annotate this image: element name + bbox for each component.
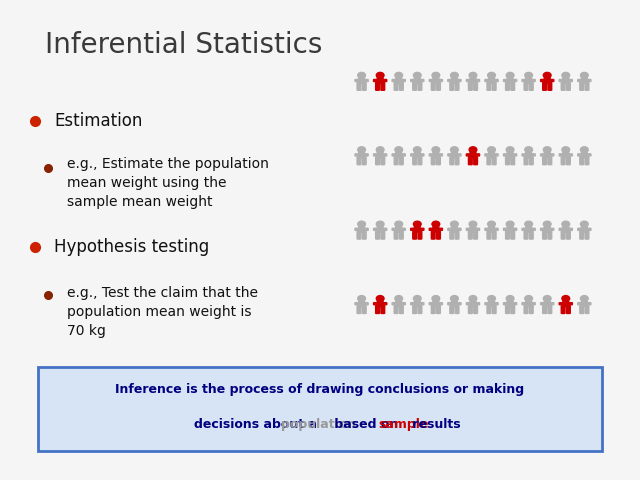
FancyBboxPatch shape: [563, 226, 569, 232]
FancyBboxPatch shape: [525, 152, 532, 158]
FancyBboxPatch shape: [585, 157, 589, 165]
FancyBboxPatch shape: [580, 306, 584, 313]
FancyBboxPatch shape: [414, 77, 420, 84]
FancyBboxPatch shape: [511, 157, 515, 165]
FancyBboxPatch shape: [561, 83, 565, 90]
FancyBboxPatch shape: [561, 306, 565, 313]
Circle shape: [469, 147, 477, 153]
FancyBboxPatch shape: [381, 157, 385, 165]
FancyBboxPatch shape: [362, 157, 366, 165]
Circle shape: [432, 72, 440, 78]
Circle shape: [395, 296, 403, 301]
Circle shape: [543, 221, 551, 227]
Circle shape: [451, 296, 458, 301]
FancyBboxPatch shape: [448, 80, 461, 82]
FancyBboxPatch shape: [563, 300, 569, 307]
FancyBboxPatch shape: [413, 157, 417, 165]
FancyBboxPatch shape: [355, 303, 368, 305]
FancyBboxPatch shape: [492, 83, 496, 90]
FancyBboxPatch shape: [396, 226, 402, 232]
Circle shape: [506, 72, 514, 78]
Circle shape: [525, 147, 532, 153]
FancyBboxPatch shape: [470, 300, 476, 307]
FancyBboxPatch shape: [566, 83, 570, 90]
FancyBboxPatch shape: [381, 231, 385, 239]
FancyBboxPatch shape: [524, 231, 528, 239]
FancyBboxPatch shape: [450, 231, 454, 239]
FancyBboxPatch shape: [585, 83, 589, 90]
FancyBboxPatch shape: [396, 300, 402, 307]
FancyBboxPatch shape: [566, 231, 570, 239]
FancyBboxPatch shape: [548, 306, 552, 313]
Circle shape: [543, 147, 551, 153]
FancyBboxPatch shape: [507, 226, 513, 232]
Circle shape: [562, 147, 570, 153]
FancyBboxPatch shape: [470, 226, 476, 232]
FancyBboxPatch shape: [544, 77, 550, 84]
FancyBboxPatch shape: [451, 300, 458, 307]
FancyBboxPatch shape: [524, 83, 528, 90]
Circle shape: [525, 296, 532, 301]
FancyBboxPatch shape: [522, 303, 535, 305]
FancyBboxPatch shape: [38, 367, 602, 451]
FancyBboxPatch shape: [580, 231, 584, 239]
FancyBboxPatch shape: [376, 83, 380, 90]
FancyBboxPatch shape: [580, 83, 584, 90]
FancyBboxPatch shape: [377, 300, 383, 307]
Circle shape: [413, 72, 421, 78]
FancyBboxPatch shape: [470, 77, 476, 84]
FancyBboxPatch shape: [581, 226, 588, 232]
FancyBboxPatch shape: [429, 80, 442, 82]
FancyBboxPatch shape: [357, 306, 361, 313]
FancyBboxPatch shape: [507, 300, 513, 307]
FancyBboxPatch shape: [525, 77, 532, 84]
FancyBboxPatch shape: [581, 77, 588, 84]
Circle shape: [469, 221, 477, 227]
Text: Inferential Statistics: Inferential Statistics: [45, 31, 322, 59]
FancyBboxPatch shape: [429, 154, 442, 156]
FancyBboxPatch shape: [485, 228, 498, 230]
FancyBboxPatch shape: [376, 306, 380, 313]
FancyBboxPatch shape: [436, 157, 440, 165]
Circle shape: [358, 221, 365, 227]
FancyBboxPatch shape: [525, 300, 532, 307]
FancyBboxPatch shape: [487, 83, 491, 90]
Circle shape: [562, 72, 570, 78]
FancyBboxPatch shape: [381, 83, 385, 90]
FancyBboxPatch shape: [413, 306, 417, 313]
FancyBboxPatch shape: [541, 228, 554, 230]
FancyBboxPatch shape: [506, 306, 509, 313]
Circle shape: [376, 296, 384, 301]
Text: e.g., Test the claim that the
population mean weight is
70 kg: e.g., Test the claim that the population…: [67, 286, 258, 337]
FancyBboxPatch shape: [492, 157, 496, 165]
FancyBboxPatch shape: [580, 157, 584, 165]
Circle shape: [525, 72, 532, 78]
FancyBboxPatch shape: [414, 152, 420, 158]
Text: e.g., Estimate the population
mean weight using the
sample mean weight: e.g., Estimate the population mean weigh…: [67, 157, 269, 209]
FancyBboxPatch shape: [504, 80, 516, 82]
FancyBboxPatch shape: [548, 231, 552, 239]
FancyBboxPatch shape: [485, 80, 498, 82]
FancyBboxPatch shape: [506, 83, 509, 90]
FancyBboxPatch shape: [431, 157, 435, 165]
FancyBboxPatch shape: [448, 154, 461, 156]
FancyBboxPatch shape: [468, 157, 472, 165]
FancyBboxPatch shape: [455, 83, 459, 90]
Circle shape: [432, 296, 440, 301]
Circle shape: [451, 221, 458, 227]
FancyBboxPatch shape: [418, 157, 422, 165]
FancyBboxPatch shape: [455, 231, 459, 239]
FancyBboxPatch shape: [450, 83, 454, 90]
FancyBboxPatch shape: [585, 231, 589, 239]
Circle shape: [469, 296, 477, 301]
FancyBboxPatch shape: [522, 80, 535, 82]
FancyBboxPatch shape: [355, 228, 368, 230]
FancyBboxPatch shape: [544, 226, 550, 232]
FancyBboxPatch shape: [433, 77, 439, 84]
FancyBboxPatch shape: [451, 77, 458, 84]
FancyBboxPatch shape: [566, 157, 570, 165]
Circle shape: [506, 296, 514, 301]
FancyBboxPatch shape: [511, 83, 515, 90]
FancyBboxPatch shape: [431, 306, 435, 313]
